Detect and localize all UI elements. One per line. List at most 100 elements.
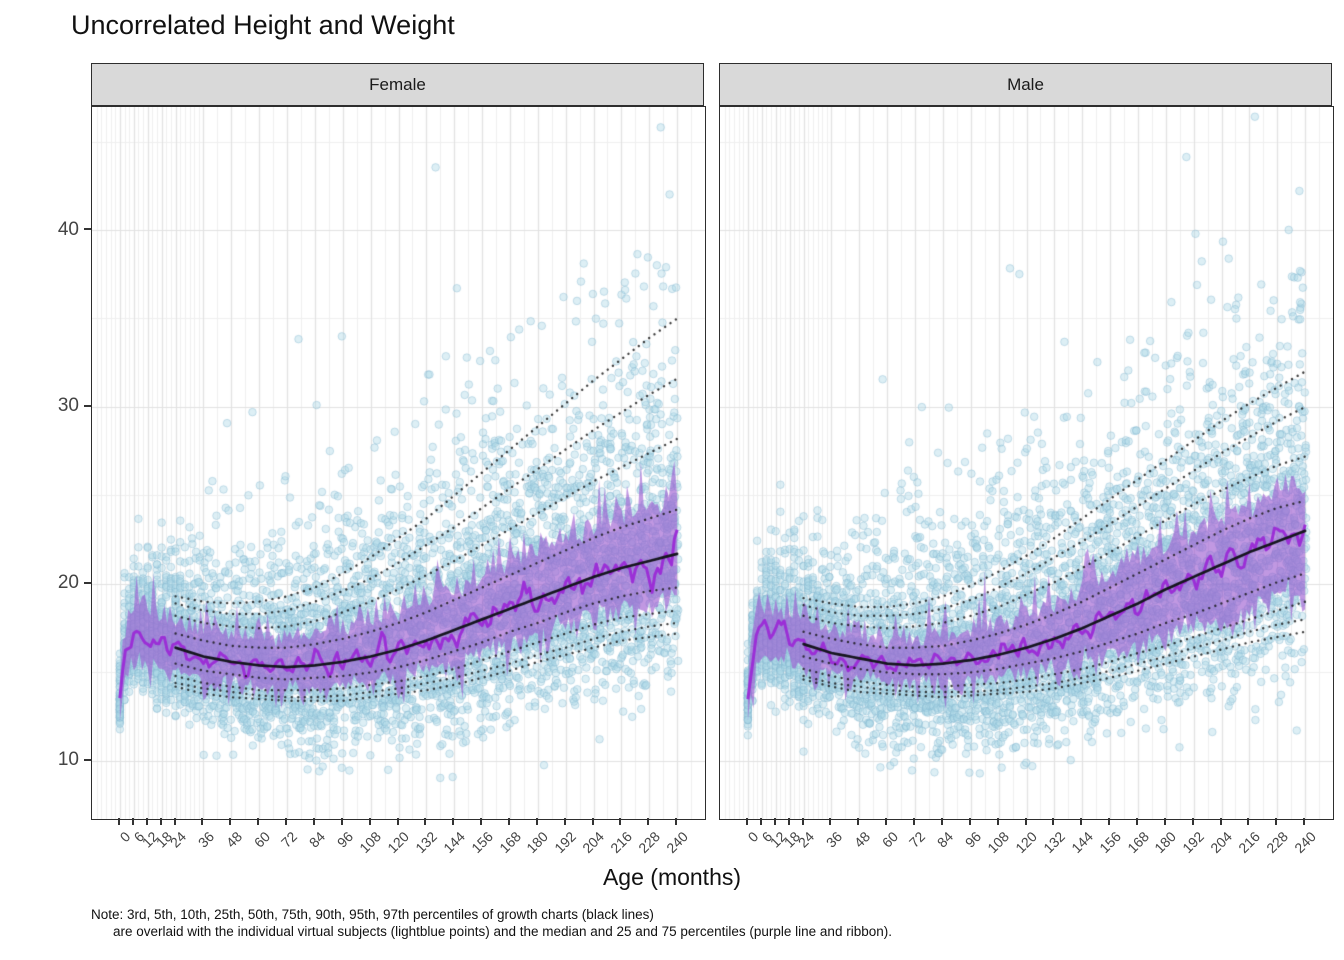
x-tick-label: 192 bbox=[551, 828, 580, 857]
x-tick-label: 192 bbox=[1179, 828, 1208, 857]
x-tick-mark bbox=[1191, 818, 1194, 825]
footnote-line-2: are overlaid with the individual virtual… bbox=[113, 924, 892, 939]
x-tick-mark bbox=[173, 818, 176, 825]
x-tick-label: 180 bbox=[523, 828, 552, 857]
chart-title: Uncorrelated Height and Weight bbox=[71, 10, 455, 40]
x-tick-mark bbox=[968, 818, 971, 825]
x-tick-label: 72 bbox=[278, 828, 301, 851]
x-tick-label: 168 bbox=[495, 828, 524, 857]
female-panel-canvas bbox=[91, 106, 706, 820]
x-tick-mark bbox=[563, 818, 566, 825]
facet-strip-male-label: Male bbox=[1007, 74, 1044, 94]
y-tick-label: 40 bbox=[57, 218, 79, 240]
x-tick-mark bbox=[745, 818, 748, 825]
footnote: Note: 3rd, 5th, 10th, 25th, 50th, 75th, … bbox=[91, 906, 892, 940]
x-tick-label: 108 bbox=[356, 828, 385, 857]
y-tick-mark bbox=[84, 404, 91, 407]
y-tick-mark bbox=[84, 228, 91, 230]
x-tick-label: 204 bbox=[1207, 828, 1236, 857]
x-tick-label: 72 bbox=[906, 828, 929, 851]
x-tick-mark bbox=[619, 818, 622, 825]
x-tick-mark bbox=[340, 818, 343, 825]
x-tick-label: 180 bbox=[1151, 828, 1180, 857]
footnote-line-1: Note: 3rd, 5th, 10th, 25th, 50th, 75th, … bbox=[91, 907, 654, 922]
x-tick-label: 84 bbox=[934, 828, 957, 851]
x-tick-label: 156 bbox=[1095, 828, 1124, 857]
x-tick-label: 240 bbox=[662, 828, 691, 857]
y-tick-mark bbox=[84, 758, 91, 761]
x-tick-mark bbox=[1052, 818, 1055, 825]
x-tick-mark bbox=[452, 818, 455, 825]
x-tick-mark bbox=[1024, 818, 1027, 825]
facet-strip-female: Female bbox=[91, 63, 704, 106]
x-tick-label: 36 bbox=[822, 828, 846, 851]
x-tick-mark bbox=[201, 818, 204, 825]
x-tick-label: 36 bbox=[194, 828, 218, 851]
x-tick-label: 168 bbox=[1123, 828, 1152, 857]
x-tick-mark bbox=[368, 818, 371, 825]
x-tick-mark bbox=[940, 818, 943, 825]
x-tick-mark bbox=[773, 818, 776, 825]
x-tick-label: 48 bbox=[222, 828, 245, 851]
x-tick-mark bbox=[507, 818, 510, 825]
x-tick-label: 24 bbox=[794, 828, 818, 851]
facet-strip-male: Male bbox=[719, 63, 1332, 106]
x-tick-mark bbox=[159, 818, 162, 825]
x-tick-mark bbox=[996, 818, 999, 825]
x-tick-mark bbox=[675, 818, 678, 825]
x-tick-label: 216 bbox=[1235, 828, 1264, 857]
x-tick-mark bbox=[1219, 818, 1222, 825]
x-tick-mark bbox=[131, 818, 134, 825]
x-tick-mark bbox=[1275, 818, 1278, 825]
x-tick-mark bbox=[913, 818, 916, 825]
x-tick-mark bbox=[480, 818, 483, 825]
x-tick-mark bbox=[1080, 818, 1083, 825]
x-tick-label: 228 bbox=[1263, 828, 1291, 857]
x-tick-label: 120 bbox=[1012, 828, 1041, 857]
x-tick-mark bbox=[145, 818, 148, 825]
x-tick-mark bbox=[229, 818, 232, 825]
x-tick-label: 132 bbox=[1040, 828, 1068, 857]
x-tick-label: 204 bbox=[579, 828, 608, 857]
x-tick-mark bbox=[801, 818, 804, 825]
x-tick-label: 228 bbox=[635, 828, 663, 857]
x-tick-mark bbox=[424, 818, 427, 825]
x-tick-label: 60 bbox=[878, 828, 901, 851]
x-tick-label: 108 bbox=[984, 828, 1013, 857]
y-tick-label: 30 bbox=[57, 395, 79, 417]
y-tick-label: 20 bbox=[57, 572, 79, 594]
x-tick-mark bbox=[591, 818, 594, 825]
x-tick-label: 144 bbox=[440, 828, 468, 857]
x-tick-mark bbox=[885, 818, 888, 825]
x-tick-mark bbox=[1163, 818, 1166, 825]
x-tick-mark bbox=[257, 818, 260, 825]
x-tick-label: 144 bbox=[1068, 828, 1096, 857]
x-tick-label: 0 bbox=[744, 828, 762, 846]
x-tick-mark bbox=[829, 818, 832, 825]
x-tick-mark bbox=[285, 818, 288, 825]
x-tick-mark bbox=[535, 818, 538, 825]
x-tick-label: 84 bbox=[306, 828, 329, 851]
x-tick-label: 0 bbox=[116, 828, 134, 846]
x-tick-mark bbox=[647, 818, 650, 825]
y-tick-mark bbox=[84, 581, 91, 584]
x-tick-mark bbox=[1135, 818, 1138, 825]
x-tick-mark bbox=[759, 818, 762, 825]
x-tick-mark bbox=[1303, 818, 1306, 825]
x-tick-mark bbox=[1247, 818, 1250, 825]
x-tick-mark bbox=[117, 818, 120, 825]
x-tick-label: 60 bbox=[250, 828, 273, 851]
x-tick-mark bbox=[396, 818, 399, 825]
y-tick-label: 10 bbox=[57, 749, 79, 771]
x-tick-mark bbox=[1108, 818, 1111, 825]
x-tick-label: 48 bbox=[850, 828, 873, 851]
x-tick-label: 96 bbox=[962, 828, 985, 851]
facet-strip-female-label: Female bbox=[369, 74, 426, 94]
x-tick-label: 96 bbox=[334, 828, 357, 851]
x-tick-label: 216 bbox=[607, 828, 636, 857]
x-tick-label: 24 bbox=[166, 828, 190, 851]
x-tick-mark bbox=[312, 818, 315, 825]
x-tick-label: 156 bbox=[467, 828, 496, 857]
male-panel-canvas bbox=[719, 106, 1334, 820]
